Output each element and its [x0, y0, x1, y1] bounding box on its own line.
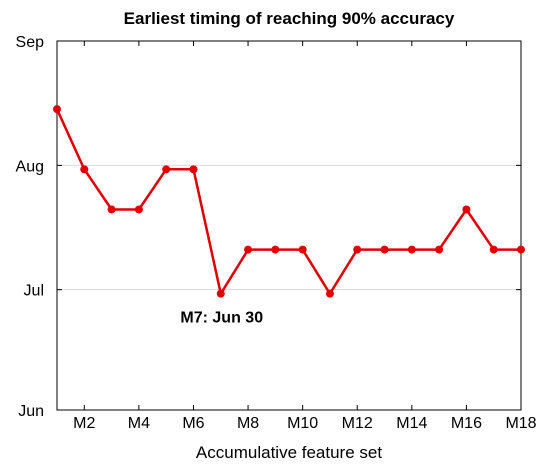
x-tick-label: M16 — [451, 415, 482, 432]
data-point — [489, 245, 498, 254]
data-point — [462, 205, 471, 214]
x-axis-label: Accumulative feature set — [196, 443, 382, 462]
x-tick-label: M18 — [505, 415, 536, 432]
data-point — [216, 289, 225, 298]
x-axis: M2 M4 M6 M8 M10 M12 M14 M16 M18 — [73, 41, 537, 432]
y-tick-label: Aug — [16, 158, 44, 175]
x-tick-label: M8 — [237, 415, 259, 432]
plot-frame — [56, 40, 522, 411]
annotation-label: M7: Jun 30 — [180, 310, 263, 327]
data-point — [380, 245, 389, 254]
y-tick-label: Sep — [16, 34, 45, 51]
y-tick-label: Jul — [24, 283, 44, 300]
data-point — [162, 165, 171, 174]
data-point — [298, 245, 307, 254]
x-tick-label: M10 — [287, 415, 318, 432]
x-tick-label: M6 — [182, 415, 204, 432]
data-point — [80, 165, 89, 174]
data-point — [517, 245, 525, 254]
data-point — [325, 289, 334, 298]
x-tick-label: M14 — [396, 415, 427, 432]
series-line — [55, 108, 521, 295]
data-point — [244, 245, 253, 254]
data-point — [435, 245, 444, 254]
y-axis: Jun Jul Aug Sep — [16, 34, 521, 420]
data-point — [53, 105, 61, 114]
data-point — [353, 245, 362, 254]
chart-title: Earliest timing of reaching 90% accuracy — [124, 9, 455, 28]
data-point — [134, 205, 143, 214]
series-group — [53, 105, 525, 298]
y-tick-label: Jun — [18, 403, 44, 420]
x-tick-label: M12 — [342, 415, 373, 432]
x-tick-label: M2 — [73, 415, 95, 432]
x-tick-label: M4 — [128, 415, 150, 432]
data-point — [189, 165, 198, 174]
gridlines — [57, 164, 521, 291]
data-point — [107, 205, 116, 214]
data-point — [407, 245, 416, 254]
data-point — [271, 245, 280, 254]
